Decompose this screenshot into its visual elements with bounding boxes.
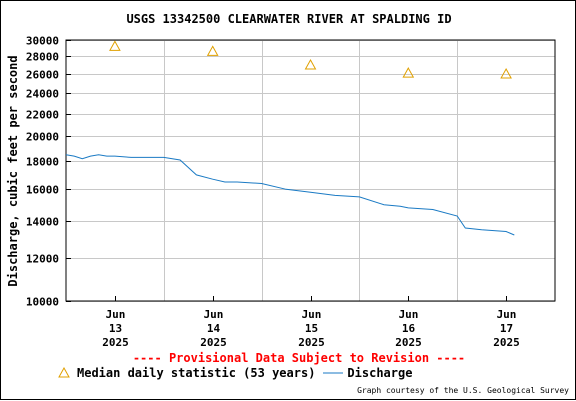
grid — [66, 40, 555, 302]
y-tick-label: 16000 — [26, 184, 59, 197]
y-tick-label: 20000 — [26, 131, 59, 144]
legend-discharge: Discharge — [323, 366, 412, 380]
x-tick-label: 16 — [402, 322, 416, 335]
median-marker — [304, 59, 317, 70]
x-tick-label: 2025 — [298, 336, 325, 349]
legend-discharge-label: Discharge — [347, 366, 413, 380]
discharge-line — [65, 154, 515, 236]
legend: Median daily statistic (53 years) Discha… — [57, 366, 420, 380]
x-tick-label: 2025 — [102, 336, 129, 349]
x-tick-label: 14 — [207, 322, 221, 335]
triangle-icon — [58, 367, 70, 378]
y-tick-label: 26000 — [26, 69, 59, 82]
x-tick-label: Jun — [302, 308, 322, 321]
x-tick-label: Jun — [204, 308, 224, 321]
legend-median: Median daily statistic (53 years) — [57, 366, 315, 380]
y-tick-label: 14000 — [26, 216, 59, 229]
plot-area — [65, 39, 556, 302]
median-marker — [109, 40, 121, 51]
y-tick-label: 22000 — [26, 109, 59, 122]
y-axis-ticks: 10000 12000 14000 16000 18000 20000 22000 24000… — [26, 35, 71, 309]
median-marker — [500, 67, 512, 79]
x-tick-label: Jun — [497, 308, 517, 321]
x-tick-label: 2025 — [200, 336, 227, 349]
y-tick-label: 28000 — [26, 51, 59, 64]
y-tick-label: 10000 — [26, 296, 59, 309]
x-tick-label: Jun — [106, 308, 126, 321]
x-tick-label: Jun — [399, 308, 419, 321]
median-marker — [402, 67, 415, 78]
x-tick-label: 2025 — [395, 336, 422, 349]
x-tick-label: 15 — [305, 322, 318, 335]
x-tick-label: 17 — [500, 322, 513, 335]
x-tick-label: 2025 — [493, 336, 520, 349]
x-tick-label: 13 — [109, 322, 122, 335]
y-axis-label: Discharge, cubic feet per second — [6, 55, 20, 286]
y-tick-label: 12000 — [26, 253, 59, 266]
chart-title: USGS 13342500 CLEARWATER RIVER AT SPALDI… — [126, 12, 452, 26]
median-marker — [206, 45, 219, 56]
courtesy-note: Graph courtesy of the U.S. Geological Su… — [357, 386, 569, 395]
y-tick-label: 18000 — [26, 156, 59, 169]
provisional-notice: ---- Provisional Data Subject to Revisio… — [132, 351, 466, 365]
x-axis-ticks: Jun132025Jun142025Jun152025Jun162025Jun1… — [102, 296, 520, 349]
y-tick-label: 30000 — [26, 35, 59, 48]
line-icon — [323, 372, 344, 374]
series-layer — [65, 40, 515, 236]
legend-median-label: Median daily statistic (53 years) — [77, 366, 316, 380]
y-tick-label: 24000 — [26, 88, 59, 101]
